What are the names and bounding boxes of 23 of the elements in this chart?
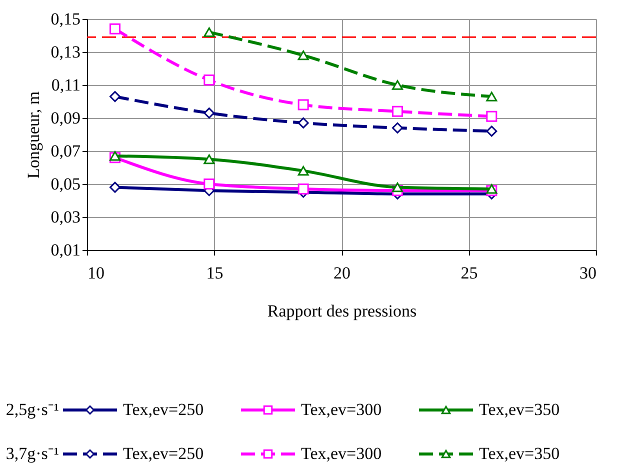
y-tick-label: 0,01 bbox=[50, 240, 80, 260]
x-axis-title: Rapport des pressions bbox=[267, 302, 417, 320]
legend-label: Tex,ev=300 bbox=[301, 400, 382, 419]
y-tick-label: 0,15 bbox=[50, 10, 80, 28]
text: 3,7g·s⁻¹ bbox=[6, 444, 59, 463]
legend-label: Tex,ev=300 bbox=[301, 444, 382, 463]
y-tick-label: 0,11 bbox=[51, 76, 80, 94]
legend-label: Tex,ev=250 bbox=[123, 444, 204, 463]
x-tick-label: 10 bbox=[88, 264, 104, 282]
y-tick-label: 0,13 bbox=[50, 42, 80, 62]
y-tick-label: 0,07 bbox=[50, 142, 81, 160]
x-tick-label: 20 bbox=[334, 264, 350, 282]
x-tick-label: 25 bbox=[460, 264, 478, 282]
y-tick-label: 0,05 bbox=[50, 174, 80, 194]
x-tick-label: 15 bbox=[206, 264, 224, 282]
legend-label: Tex,ev=250 bbox=[123, 400, 204, 419]
legend-label: Tex,ev=350 bbox=[479, 444, 560, 463]
y-tick-label: 0,03 bbox=[50, 208, 80, 226]
y-axis-title: Longueur, m bbox=[24, 91, 43, 179]
legend-label: Tex,ev=350 bbox=[479, 400, 560, 419]
y-tick-label: 0,09 bbox=[50, 108, 80, 128]
x-tick-label: 30 bbox=[580, 264, 596, 282]
text: 2,5g·s⁻¹ bbox=[6, 400, 59, 419]
